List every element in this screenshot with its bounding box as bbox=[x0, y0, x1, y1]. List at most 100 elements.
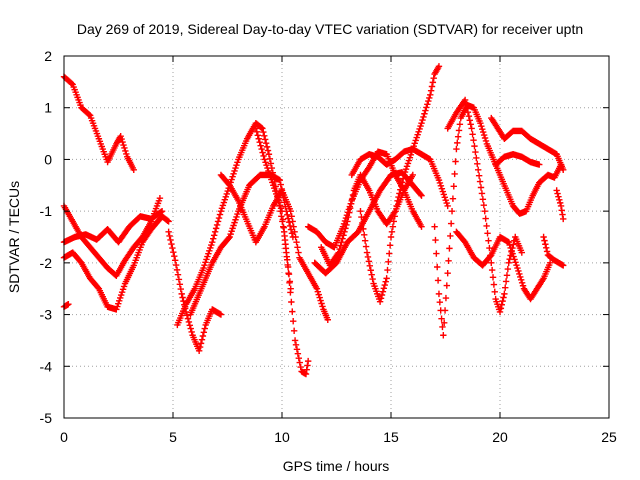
data-point bbox=[295, 249, 302, 256]
data-point bbox=[505, 259, 512, 267]
data-point bbox=[208, 241, 215, 249]
data-point bbox=[361, 231, 368, 238]
data-point bbox=[381, 281, 388, 289]
data-point bbox=[393, 202, 400, 210]
data-point bbox=[560, 215, 567, 223]
data-point bbox=[555, 193, 562, 200]
data-point bbox=[336, 245, 343, 253]
data-point bbox=[119, 138, 126, 146]
data-point bbox=[454, 133, 462, 140]
data-point bbox=[480, 202, 488, 209]
data-point bbox=[449, 195, 457, 202]
data-point bbox=[130, 166, 137, 173]
data-point bbox=[438, 315, 445, 322]
data-point bbox=[542, 241, 549, 248]
data-point bbox=[444, 202, 451, 210]
data-point bbox=[480, 131, 488, 139]
data-point bbox=[440, 332, 447, 339]
data-point bbox=[482, 137, 490, 145]
data-point bbox=[479, 125, 486, 133]
data-point bbox=[463, 104, 471, 112]
data-point bbox=[377, 295, 385, 302]
data-point bbox=[338, 238, 345, 246]
data-point bbox=[188, 328, 195, 336]
data-point bbox=[496, 308, 504, 316]
data-point bbox=[469, 131, 476, 138]
data-point bbox=[342, 225, 349, 232]
data-point bbox=[403, 163, 411, 170]
plot-frame bbox=[63, 55, 610, 419]
data-point bbox=[501, 290, 508, 298]
series-1 bbox=[60, 73, 137, 173]
data-point bbox=[273, 193, 281, 200]
x-tick-label: 15 bbox=[383, 429, 399, 445]
data-point bbox=[475, 172, 483, 179]
data-point bbox=[387, 233, 395, 241]
data-point bbox=[424, 101, 431, 108]
data-point bbox=[217, 207, 225, 215]
data-point bbox=[451, 170, 458, 178]
data-point bbox=[417, 122, 424, 130]
data-point bbox=[229, 173, 236, 180]
data-point bbox=[420, 113, 427, 121]
data-point bbox=[205, 250, 212, 257]
data-point bbox=[183, 312, 191, 319]
data-point bbox=[478, 122, 485, 130]
x-tick-label: 25 bbox=[601, 429, 617, 445]
data-point bbox=[435, 290, 443, 298]
data-point bbox=[401, 168, 409, 176]
y-tick-label: -4 bbox=[40, 358, 53, 374]
data-point bbox=[168, 240, 175, 248]
data-point bbox=[389, 223, 397, 230]
data-point bbox=[222, 193, 230, 200]
data-point bbox=[296, 359, 303, 366]
data-point bbox=[357, 207, 364, 215]
data-point bbox=[316, 294, 323, 301]
data-point bbox=[121, 144, 128, 152]
data-point bbox=[285, 219, 293, 226]
data-point bbox=[220, 199, 228, 206]
data-point bbox=[264, 164, 271, 172]
data-point bbox=[483, 222, 490, 230]
data-point bbox=[261, 136, 269, 143]
data-point bbox=[383, 275, 390, 282]
data-point bbox=[434, 277, 442, 284]
data-point bbox=[288, 213, 295, 220]
data-point bbox=[233, 213, 240, 221]
data-point bbox=[440, 191, 448, 198]
data-point bbox=[418, 223, 425, 230]
data-point bbox=[203, 256, 210, 263]
data-point bbox=[511, 256, 518, 263]
data-point bbox=[429, 79, 437, 86]
x-tick-label: 10 bbox=[274, 429, 290, 445]
data-point bbox=[230, 170, 237, 177]
series-5 bbox=[60, 301, 72, 311]
data-point bbox=[543, 248, 551, 255]
data-point bbox=[313, 285, 321, 292]
series-19 bbox=[488, 114, 567, 173]
data-point bbox=[228, 228, 235, 235]
data-point bbox=[448, 207, 456, 215]
data-point bbox=[419, 116, 426, 124]
data-point bbox=[497, 305, 505, 312]
data-point bbox=[518, 279, 526, 287]
data-point bbox=[289, 218, 296, 225]
data-point bbox=[382, 278, 389, 285]
y-tick-label: 0 bbox=[44, 151, 52, 167]
data-point bbox=[465, 113, 473, 120]
data-point bbox=[210, 232, 218, 239]
data-point bbox=[264, 147, 272, 154]
data-point bbox=[281, 232, 288, 240]
data-point bbox=[422, 107, 429, 114]
data-point bbox=[267, 160, 275, 167]
data-point bbox=[293, 238, 300, 246]
data-point bbox=[216, 211, 224, 218]
data-point bbox=[268, 176, 275, 183]
data-point bbox=[554, 190, 561, 197]
data-point bbox=[267, 173, 274, 180]
data-point bbox=[488, 259, 495, 267]
data-point bbox=[226, 233, 233, 241]
data-point bbox=[291, 228, 298, 236]
series-17 bbox=[444, 96, 525, 316]
data-point bbox=[219, 202, 227, 209]
